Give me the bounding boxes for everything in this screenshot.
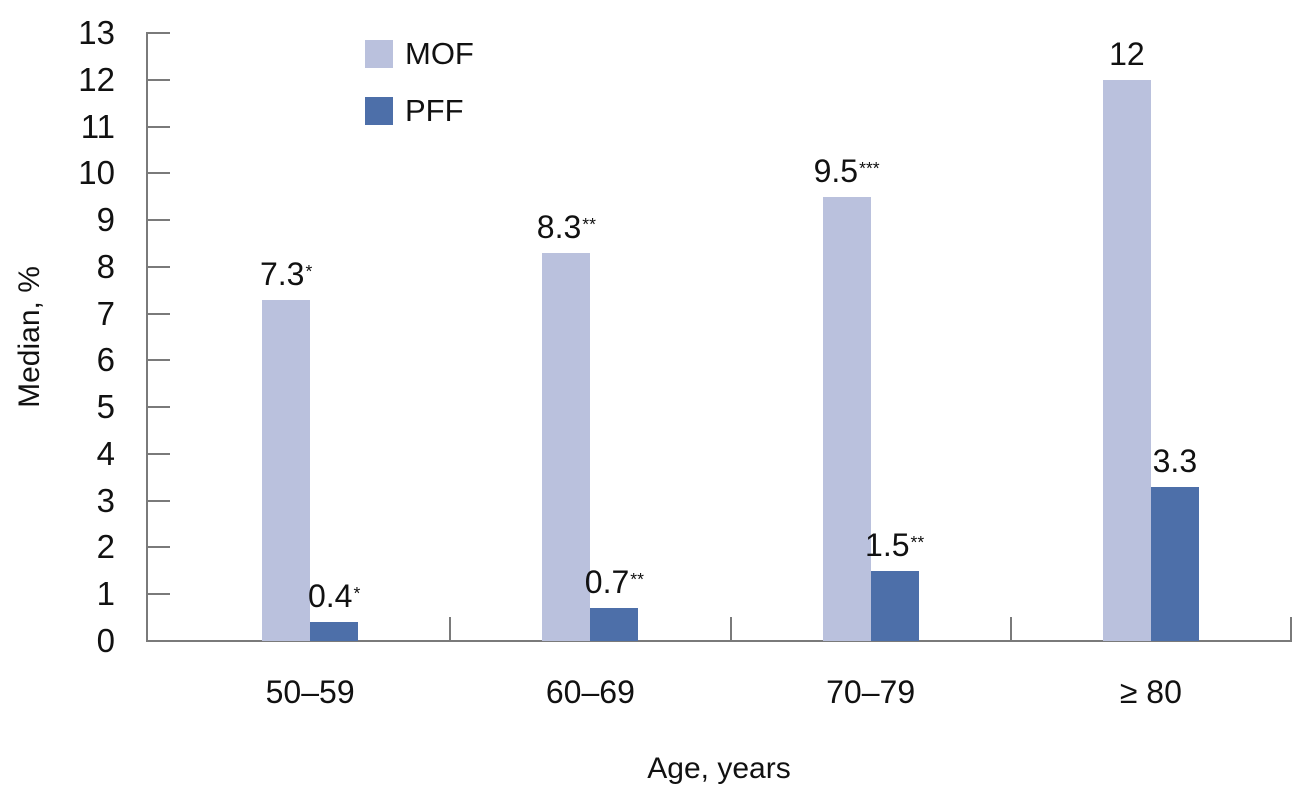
x-axis-title: Age, years	[647, 752, 791, 785]
y-tick	[147, 172, 170, 175]
pff-bar-2	[870, 570, 919, 641]
legend-swatch-pff	[365, 97, 393, 125]
x-tick	[1009, 617, 1012, 641]
legend-label-pff: PFF	[405, 93, 464, 128]
mof-value-label-3: 12	[1057, 36, 1197, 72]
x-tick	[449, 617, 452, 641]
pff-bar-1	[590, 608, 639, 641]
x-tick	[729, 617, 732, 641]
pff-bar-0	[310, 622, 359, 641]
mof-value-label-2: 9.5***	[777, 153, 917, 194]
x-tick	[1290, 617, 1292, 641]
y-tick	[147, 265, 170, 268]
y-tick	[147, 406, 170, 409]
value-text: 12	[1109, 35, 1145, 72]
mof-bar-2	[822, 196, 871, 641]
value-text: 9.5	[813, 152, 859, 189]
x-axis-line	[146, 640, 1292, 642]
category-label-2: 70–79	[826, 674, 916, 710]
y-tick	[147, 32, 170, 34]
y-tick	[147, 359, 170, 362]
y-tick-label: 8	[96, 247, 115, 285]
pff-value-label-1: 0.7**	[544, 564, 684, 605]
significance-asterisks: *	[305, 260, 313, 281]
value-text: 8.3	[536, 208, 582, 245]
legend-swatch-mof	[365, 40, 393, 68]
y-tick	[147, 312, 170, 315]
legend-row-mof: MOF	[365, 38, 474, 70]
value-text: 0.4	[307, 578, 353, 615]
y-tick-label: 9	[96, 201, 115, 239]
y-tick	[147, 546, 170, 549]
y-tick-label: 0	[96, 622, 115, 659]
y-axis-line	[146, 32, 148, 642]
y-tick-label: 3	[96, 481, 115, 519]
y-tick-label: 11	[80, 107, 115, 145]
mof-value-label-0: 7.3*	[216, 256, 356, 297]
y-tick-label: 4	[96, 434, 115, 472]
y-tick-label: 13	[78, 14, 115, 51]
significance-asterisks: *	[353, 583, 361, 604]
y-tick	[147, 452, 170, 455]
legend-row-pff: PFF	[365, 95, 474, 127]
legend: MOF PFF	[365, 38, 474, 127]
pff-value-label-2: 1.5**	[825, 527, 965, 568]
mof-value-label-1: 8.3**	[496, 209, 636, 250]
y-tick-label: 1	[96, 575, 115, 613]
significance-asterisks: **	[910, 531, 925, 552]
significance-asterisks: ***	[859, 157, 880, 178]
y-tick	[147, 593, 170, 596]
y-tick-label: 6	[96, 341, 115, 379]
value-text: 7.3	[259, 255, 305, 292]
y-tick-label: 10	[78, 154, 115, 192]
significance-asterisks: **	[582, 213, 596, 234]
category-label-1: 60–69	[545, 674, 635, 710]
significance-asterisks: **	[630, 569, 644, 590]
y-tick	[147, 499, 170, 502]
mof-bar-3	[1102, 79, 1151, 641]
y-tick-label: 12	[78, 60, 115, 98]
value-text: 1.5	[865, 526, 910, 563]
y-tick-label: 2	[96, 528, 115, 566]
category-label-0: 50–59	[265, 674, 355, 710]
pff-value-label-3: 3.3	[1105, 443, 1245, 479]
y-tick	[147, 219, 170, 222]
mof-bar-1	[542, 252, 591, 641]
legend-label-mof: MOF	[405, 36, 474, 71]
value-text: 3.3	[1152, 442, 1198, 479]
category-label-3: ≥ 80	[1119, 674, 1182, 710]
y-tick	[147, 78, 170, 81]
value-text: 0.7	[584, 564, 630, 601]
y-tick-label: 5	[96, 388, 115, 426]
y-tick-label: 7	[96, 294, 115, 332]
mof-bar-0	[262, 299, 311, 641]
y-tick	[147, 125, 170, 128]
pff-bar-3	[1150, 486, 1199, 641]
pff-value-label-0: 0.4*	[264, 578, 404, 619]
